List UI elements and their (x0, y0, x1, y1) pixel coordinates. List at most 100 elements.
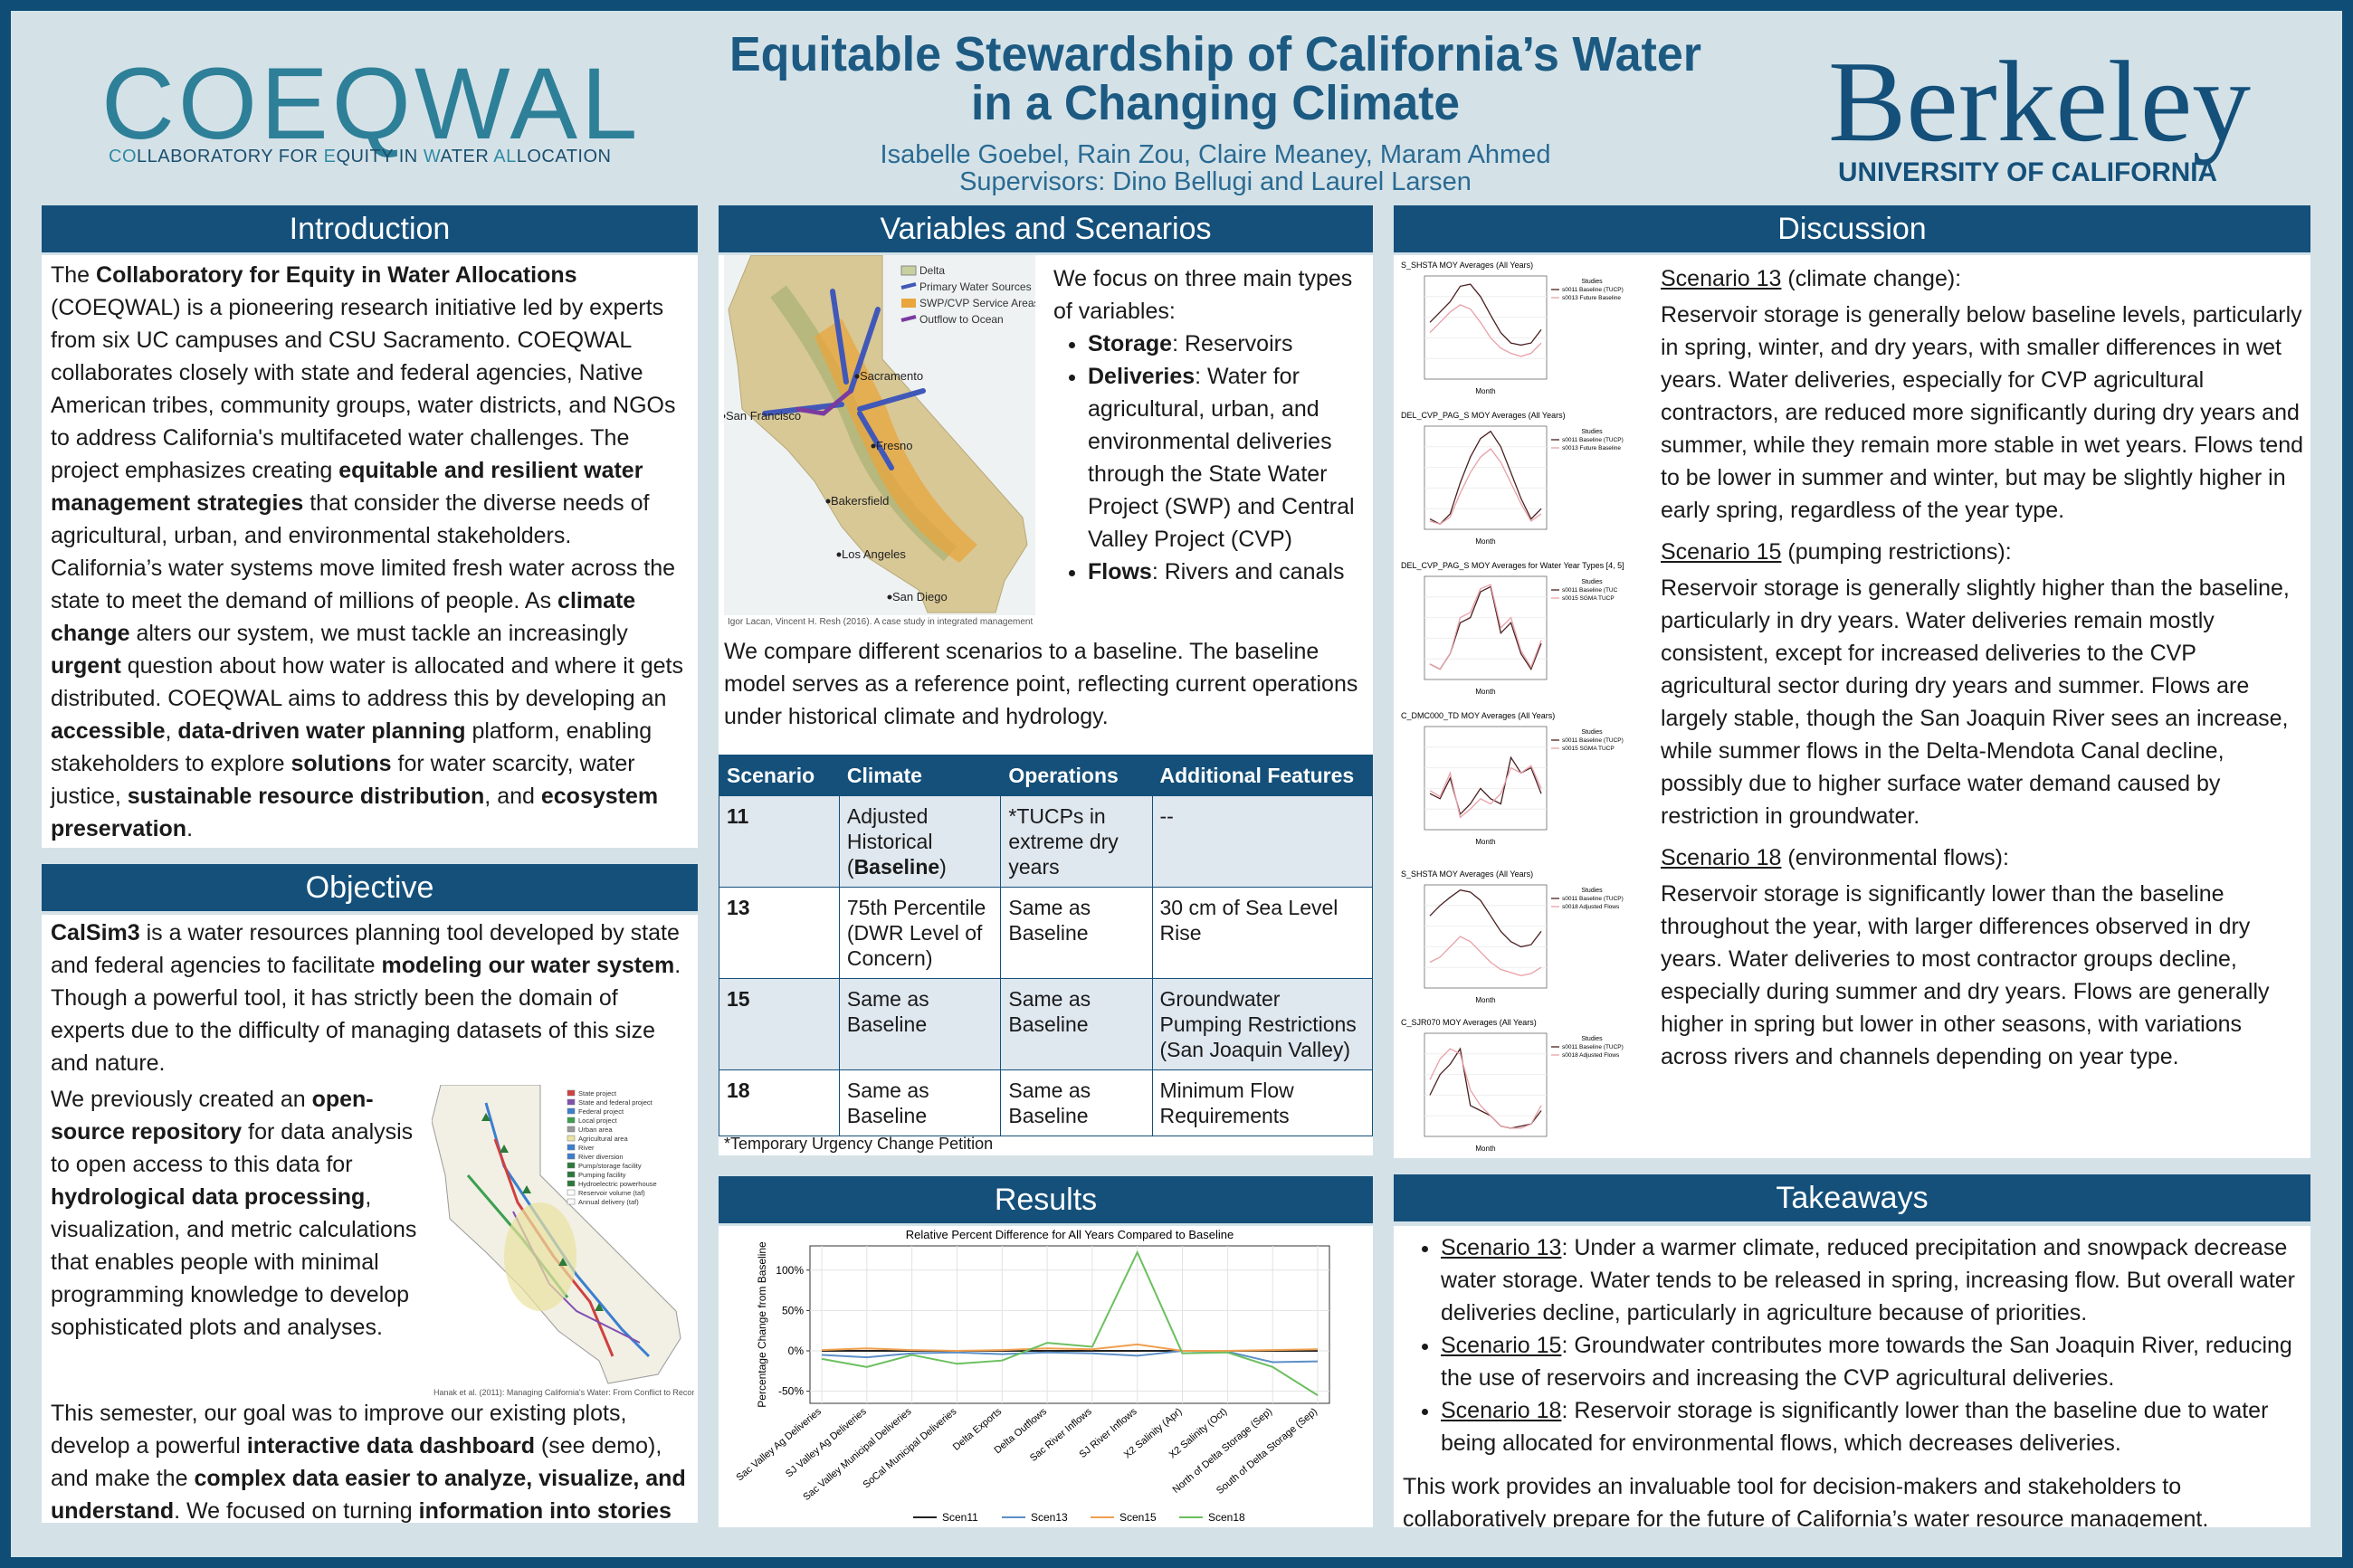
text-run: Adjusted Historical ( (846, 804, 933, 879)
legend-swatch (900, 282, 917, 290)
city-dot (825, 499, 831, 504)
variables-box: Delta Primary Water Sources SWP/CVP Servic… (719, 255, 1373, 1155)
thumbnail-chart: S_SHSTA MOY Averages (All Years) Month Stu… (1401, 261, 1624, 395)
thumbnail-chart: DEL_CVP_PAG_S MOY Averages for Water Yea… (1401, 561, 1624, 696)
text-run: Storage (1088, 331, 1173, 356)
series-line (1429, 936, 1542, 976)
legend-label: Scen13 (1031, 1511, 1068, 1524)
table-header-cell: Scenario (719, 755, 840, 796)
map-legend-label: Agricultural area (578, 1135, 628, 1143)
water-flow-arrows (762, 289, 926, 470)
text-run: . (186, 816, 194, 841)
legend-swatch (901, 299, 916, 308)
table-cell: Groundwater Pumping Restrictions (San Jo… (1151, 978, 1373, 1070)
table-row: 13 75th Percentile (DWR Level of Concern)… (719, 887, 1373, 979)
takeaways-box: Scenario 13: Under a warmer climate, red… (1394, 1226, 2310, 1527)
text-run: AL (493, 147, 517, 166)
table-header-cell: Additional Features (1151, 755, 1373, 796)
results-box: -50% 0% 50% 100% Sac Valley Ag Deliveries SJ … (719, 1226, 1373, 1527)
y-tick-label: 100% (776, 1264, 804, 1277)
plot-area (1424, 1032, 1548, 1137)
plot-area (809, 1245, 1330, 1404)
section-heading: Variables and Scenarios (719, 205, 1373, 252)
thumbnail-chart: C_SJR070 MOY Averages (All Years) Month St… (1401, 1018, 1624, 1153)
legend-title: Studies (1581, 1036, 1603, 1042)
x-axis-label: Month (1475, 537, 1495, 546)
y-tick-label: 50% (782, 1304, 804, 1316)
text-run: platform, enabling stakeholders to explo… (51, 718, 653, 776)
table-cell: 11 (719, 795, 840, 888)
series-line (1429, 283, 1542, 347)
paragraph: Reservoir storage is generally below bas… (1661, 302, 2303, 523)
bullet-item: Scenario 13: Under a warmer climate, red… (1441, 1231, 2301, 1329)
city-label: Los Angeles (842, 547, 906, 561)
logo-subtitle: COLLABORATORY FOR EQUITY IN WATER ALLOCA… (109, 147, 612, 167)
y-axis-label: Percentage Change from Baseline (756, 1241, 768, 1408)
map-legend-label: State and federal project (578, 1098, 653, 1107)
table-row: 18 Same as Baseline Same as Baseline Minimu… (719, 1069, 1373, 1136)
text-run: modeling our water system (381, 953, 675, 978)
paragraph: This semester, our goal was to improve o… (51, 1397, 689, 1523)
paragraph: Reservoir storage is significantly lower… (1661, 881, 2270, 1069)
legend-label: s0011 Baseline (TUCP) (1562, 737, 1624, 744)
legend-label: s0013 Future Baseline (1562, 295, 1621, 301)
map-legend-label: Pump/storage facility (578, 1162, 642, 1170)
text-run: LOCATION (516, 147, 612, 166)
text-run: : Reservoirs (1172, 331, 1293, 356)
text-run: : Groundwater contributes more towards t… (1441, 1333, 2292, 1391)
text-run: hydrological data processing (51, 1184, 366, 1210)
section-subheading: Scenario 15 (pumping restrictions): (1661, 536, 2305, 568)
map-legend-label: Primary Water Sources (919, 280, 1032, 293)
legend-label: s0015 SGMA TUCP (1562, 746, 1615, 752)
text-run: sustainable resource distribution (127, 784, 485, 809)
text-run: alters our system, we must tackle an inc… (129, 621, 628, 646)
series-line (1429, 889, 1542, 948)
x-tick-label: Sac Valley Ag Deliveries (735, 1406, 824, 1484)
text-run: Deliveries (1088, 364, 1196, 389)
supervisors: Supervisors: Dino Bellugi and Laurel Lar… (959, 167, 1472, 196)
table-cell: *TUCPs in extreme dry years (1000, 795, 1153, 888)
map-legend-label: Urban area (578, 1126, 613, 1134)
map-legend-swatch (567, 1098, 576, 1106)
map-legend-swatch (567, 1089, 576, 1097)
text-run: interactive data dashboard (246, 1433, 535, 1459)
series-line (1429, 1047, 1542, 1129)
map-caption: Hanak et al. (2011): Managing California… (433, 1388, 694, 1397)
table-cell: 18 (719, 1069, 840, 1136)
text-run: . Though a powerful tool, it has strictl… (51, 953, 681, 1076)
legend-label: s0011 Baseline (TUCP) (1562, 437, 1624, 443)
legend-label: s0011 Baseline (TUCP) (1562, 1044, 1624, 1050)
bullet-item: Storage: Reservoirs (1088, 328, 1366, 360)
table-header-cell: Climate (838, 755, 1002, 796)
text-run: (pumping restrictions): (1781, 539, 2012, 565)
city-label: Sacramento (860, 369, 923, 383)
text-run: The (51, 262, 97, 288)
y-tick-label: -50% (778, 1385, 804, 1398)
thumbnail-title: C_SJR070 MOY Averages (All Years) (1401, 1018, 1537, 1027)
logo: COEQWAL (101, 47, 642, 160)
legend-title: Studies (1581, 579, 1603, 585)
map-legend-label: Delta (919, 264, 945, 277)
legend-label: Scen18 (1208, 1511, 1245, 1524)
text-run: data-driven water planning (177, 718, 466, 744)
map-legend-label: Pumping facility (578, 1171, 626, 1179)
table-cell: Same as Baseline (838, 1069, 1002, 1136)
text-run: CO (109, 147, 137, 166)
thumbnail-chart: DEL_CVP_PAG_S MOY Averages (All Years) Mo… (1401, 411, 1624, 546)
table-cell: Same as Baseline (1000, 978, 1153, 1070)
variables-intro: We focus on three main types of variable… (1053, 262, 1366, 588)
legend-label: Scen11 (942, 1511, 978, 1524)
table-cell: 75th Percentile (DWR Level of Concern) (838, 887, 1002, 979)
map-legend-label: River (578, 1144, 595, 1152)
map-legend-swatch (567, 1171, 576, 1178)
text-run: QUITY IN (336, 147, 424, 166)
table-cell: 30 cm of Sea Level Rise (1151, 887, 1373, 979)
legend-swatch (900, 265, 917, 276)
text-run: information into stories (418, 1498, 672, 1523)
map-legend-label: River diversion (578, 1153, 624, 1161)
bullet-item: Scenario 18: Reservoir storage is signif… (1441, 1394, 2301, 1459)
text-run: Scenario 13 (1441, 1235, 1562, 1260)
plot-area (1424, 884, 1548, 989)
table-header-row: Scenario Climate Operations Additional Feat… (719, 755, 1373, 796)
x-axis-label: Month (1475, 387, 1495, 395)
